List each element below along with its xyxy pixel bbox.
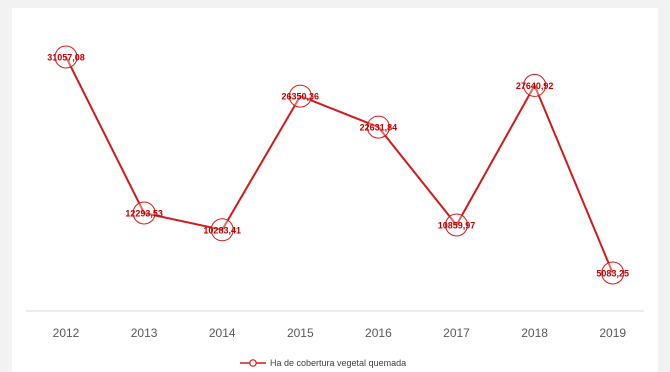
legend-label: Ha de cobertura vegetal quemada	[270, 358, 406, 368]
data-point-marker	[132, 201, 156, 225]
data-point-marker	[523, 73, 547, 97]
series-line	[65, 56, 614, 274]
chart-card: 31057,08 12293,53 10283,41 26350,36 22631,84…	[12, 8, 658, 372]
data-point-marker	[288, 84, 312, 108]
data-point-marker	[210, 218, 234, 242]
data-point-marker	[601, 261, 625, 285]
line-chart: 31057,08 12293,53 10283,41 26350,36 22631,84…	[26, 45, 644, 368]
data-label: 27640,92	[516, 81, 554, 91]
data-label: 5083,25	[596, 269, 629, 279]
data-label: 10283,41	[203, 225, 241, 235]
x-tick-label: 2019	[599, 326, 626, 340]
legend-marker-swatch	[249, 359, 257, 367]
x-tick-label: 2014	[209, 326, 236, 340]
data-label: 26350,36	[282, 92, 320, 102]
series-layer: 31057,08 12293,53 10283,41 26350,36 22631,84…	[47, 45, 629, 285]
data-label: 22631,84	[360, 123, 398, 133]
data-label: 10859,97	[438, 221, 476, 231]
x-tick-label: 2018	[521, 326, 548, 340]
data-label: 12293,53	[125, 209, 163, 219]
x-tick-label: 2017	[443, 326, 470, 340]
x-tick-label: 2012	[53, 326, 80, 340]
data-label: 31057,08	[47, 53, 85, 63]
data-point-marker	[445, 213, 468, 237]
data-point-marker	[54, 45, 78, 69]
legend: Ha de cobertura vegetal quemada	[240, 358, 406, 368]
x-tick-label: 2015	[287, 326, 314, 340]
x-tick-label: 2016	[365, 326, 392, 340]
x-tick-labels: 2012 2013 2014 2015 2016 2017 2018 2019	[53, 326, 627, 340]
x-tick-label: 2013	[131, 326, 158, 340]
data-point-marker	[366, 115, 390, 139]
